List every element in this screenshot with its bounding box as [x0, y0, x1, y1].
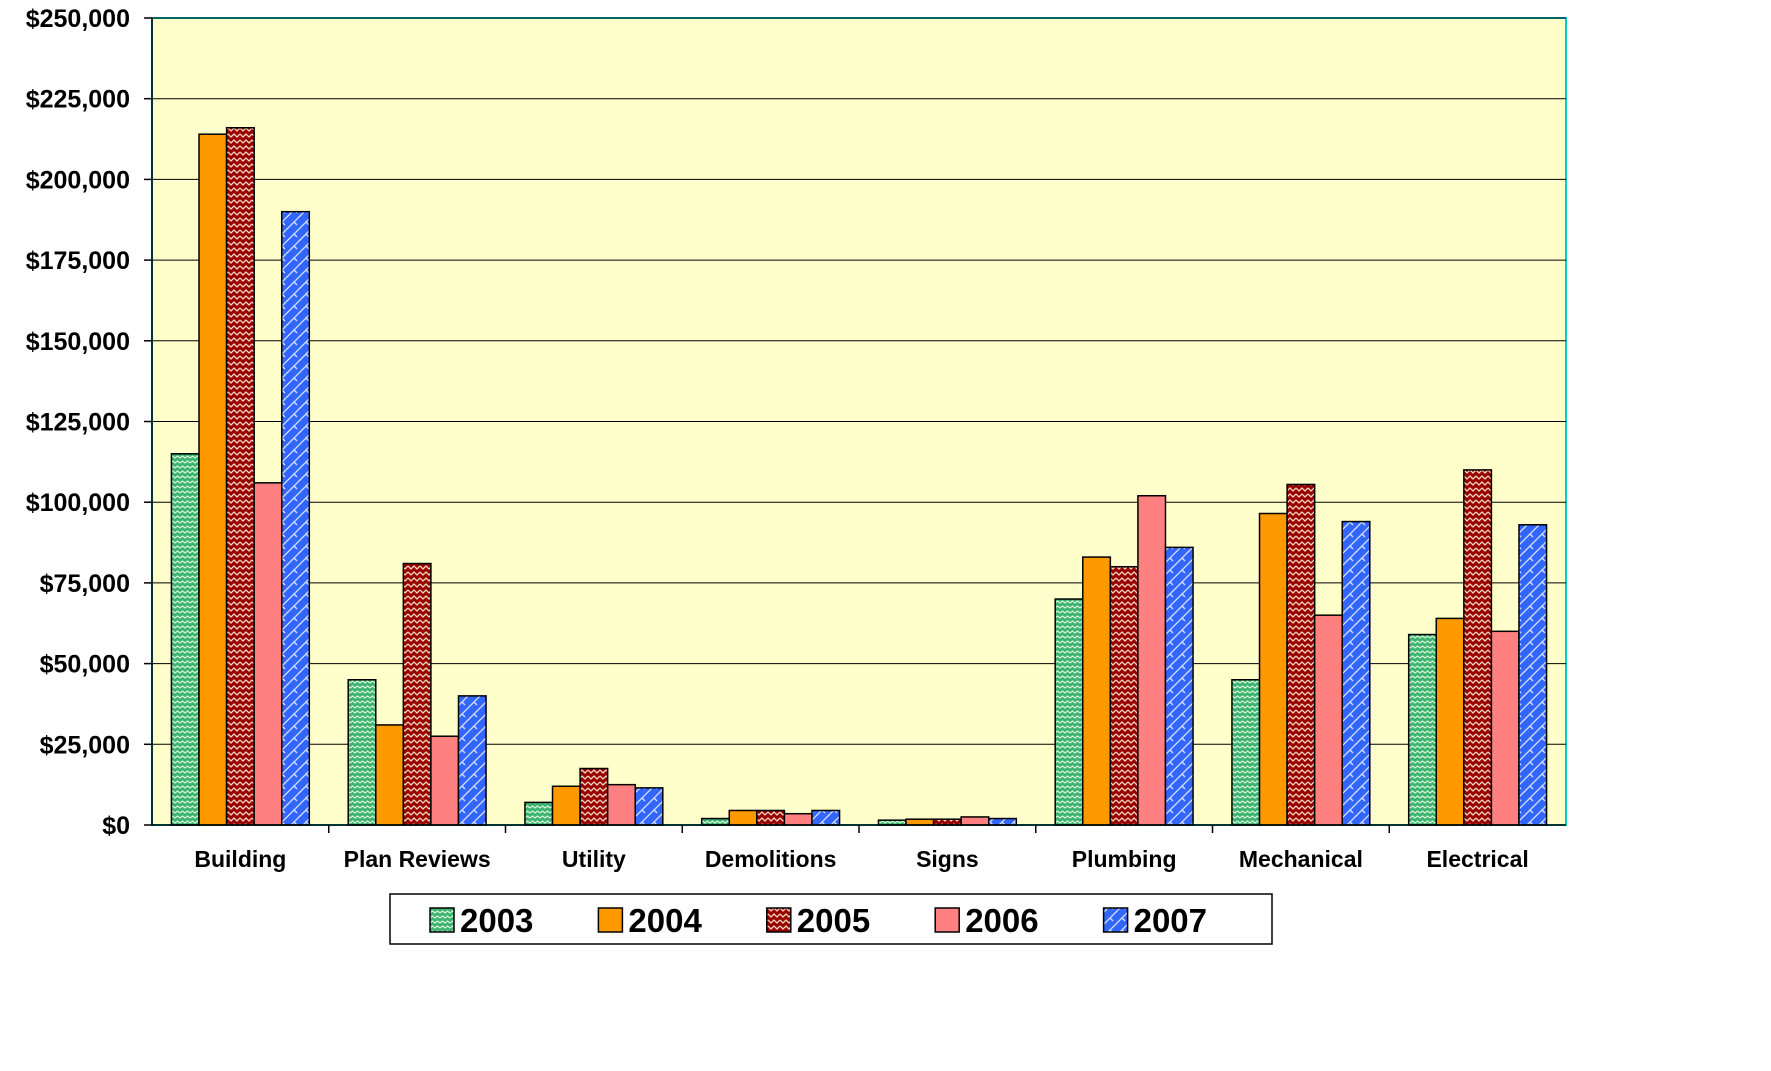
bar-2005-utility — [579, 767, 609, 826]
bar-2006-building — [253, 482, 283, 826]
bar-2005-plan-reviews — [402, 562, 432, 826]
bar-2005-building — [225, 127, 255, 826]
legend-swatch-2005 — [766, 907, 792, 933]
y-tick-label: $50,000 — [40, 651, 130, 679]
x-tick-label: Electrical — [1426, 846, 1528, 872]
y-tick-label: $225,000 — [26, 86, 130, 114]
bar-2004-building — [198, 133, 228, 826]
bar-2004-plan-reviews — [375, 724, 405, 826]
legend-label-2003: 2003 — [460, 902, 533, 939]
bar-2004-plumbing — [1082, 556, 1112, 826]
y-tick-label: $75,000 — [40, 570, 130, 598]
bar-2005-electrical — [1463, 469, 1493, 826]
legend-swatch-2003 — [429, 907, 455, 933]
y-tick-label: $250,000 — [26, 5, 130, 33]
bar-2004-utility — [551, 785, 581, 826]
bar-2003-plan-reviews — [347, 678, 377, 826]
bar-2006-demolitions — [783, 812, 813, 826]
bar-2003-demolitions — [700, 817, 731, 826]
bar-2007-demolitions — [811, 809, 841, 826]
legend-label-2007: 2007 — [1134, 902, 1207, 939]
legend-swatch-2004 — [597, 907, 624, 933]
bar-2006-plumbing — [1137, 494, 1167, 826]
x-tick-label: Building — [194, 846, 286, 872]
y-tick-label: $0 — [102, 812, 130, 840]
y-tick-label: $150,000 — [26, 328, 130, 356]
bar-2007-building — [280, 210, 311, 826]
y-tick-label: $100,000 — [26, 489, 130, 517]
y-tick-label: $175,000 — [26, 247, 130, 275]
bar-2006-plan-reviews — [430, 735, 460, 826]
bar-2004-electrical — [1435, 617, 1465, 826]
bar-2007-mechanical — [1341, 520, 1371, 826]
legend-swatch-2007 — [1102, 907, 1129, 933]
legend-swatch-2006 — [934, 907, 960, 933]
bar-2004-mechanical — [1258, 512, 1288, 826]
x-tick-label: Signs — [916, 846, 979, 872]
legend-label-2006: 2006 — [965, 902, 1038, 939]
bar-2007-electrical — [1518, 524, 1548, 826]
bar-2007-signs — [987, 817, 1018, 826]
bar-2004-signs — [905, 818, 935, 826]
bar-2005-plumbing — [1109, 566, 1139, 826]
bar-2005-demolitions — [756, 809, 786, 826]
bar-2003-plumbing — [1054, 598, 1084, 826]
bar-2006-signs — [960, 816, 990, 826]
bar-2003-mechanical — [1231, 678, 1261, 826]
bar-2003-electrical — [1407, 633, 1438, 826]
bar-2007-plumbing — [1164, 546, 1194, 826]
bar-2007-plan-reviews — [457, 695, 487, 826]
legend-label-2004: 2004 — [628, 902, 702, 939]
bar-2004-demolitions — [728, 809, 758, 826]
bar-2006-utility — [606, 783, 636, 826]
x-tick-label: Utility — [562, 846, 626, 872]
legend-label-2005: 2005 — [797, 902, 870, 939]
bar-2007-utility — [634, 787, 664, 826]
bar-2003-utility — [524, 801, 554, 826]
bar-2005-mechanical — [1286, 483, 1316, 826]
bar-2006-mechanical — [1313, 614, 1343, 826]
bar-2006-electrical — [1490, 630, 1520, 826]
x-tick-label: Plan Reviews — [344, 846, 491, 872]
x-tick-label: Plumbing — [1072, 846, 1177, 872]
x-tick-label: Mechanical — [1239, 846, 1363, 872]
y-tick-label: $25,000 — [40, 731, 130, 759]
x-tick-label: Demolitions — [705, 846, 837, 872]
bar-2003-building — [170, 453, 200, 826]
y-tick-label: $200,000 — [26, 166, 130, 194]
bar-2005-signs — [932, 818, 962, 826]
y-tick-label: $125,000 — [26, 409, 130, 437]
